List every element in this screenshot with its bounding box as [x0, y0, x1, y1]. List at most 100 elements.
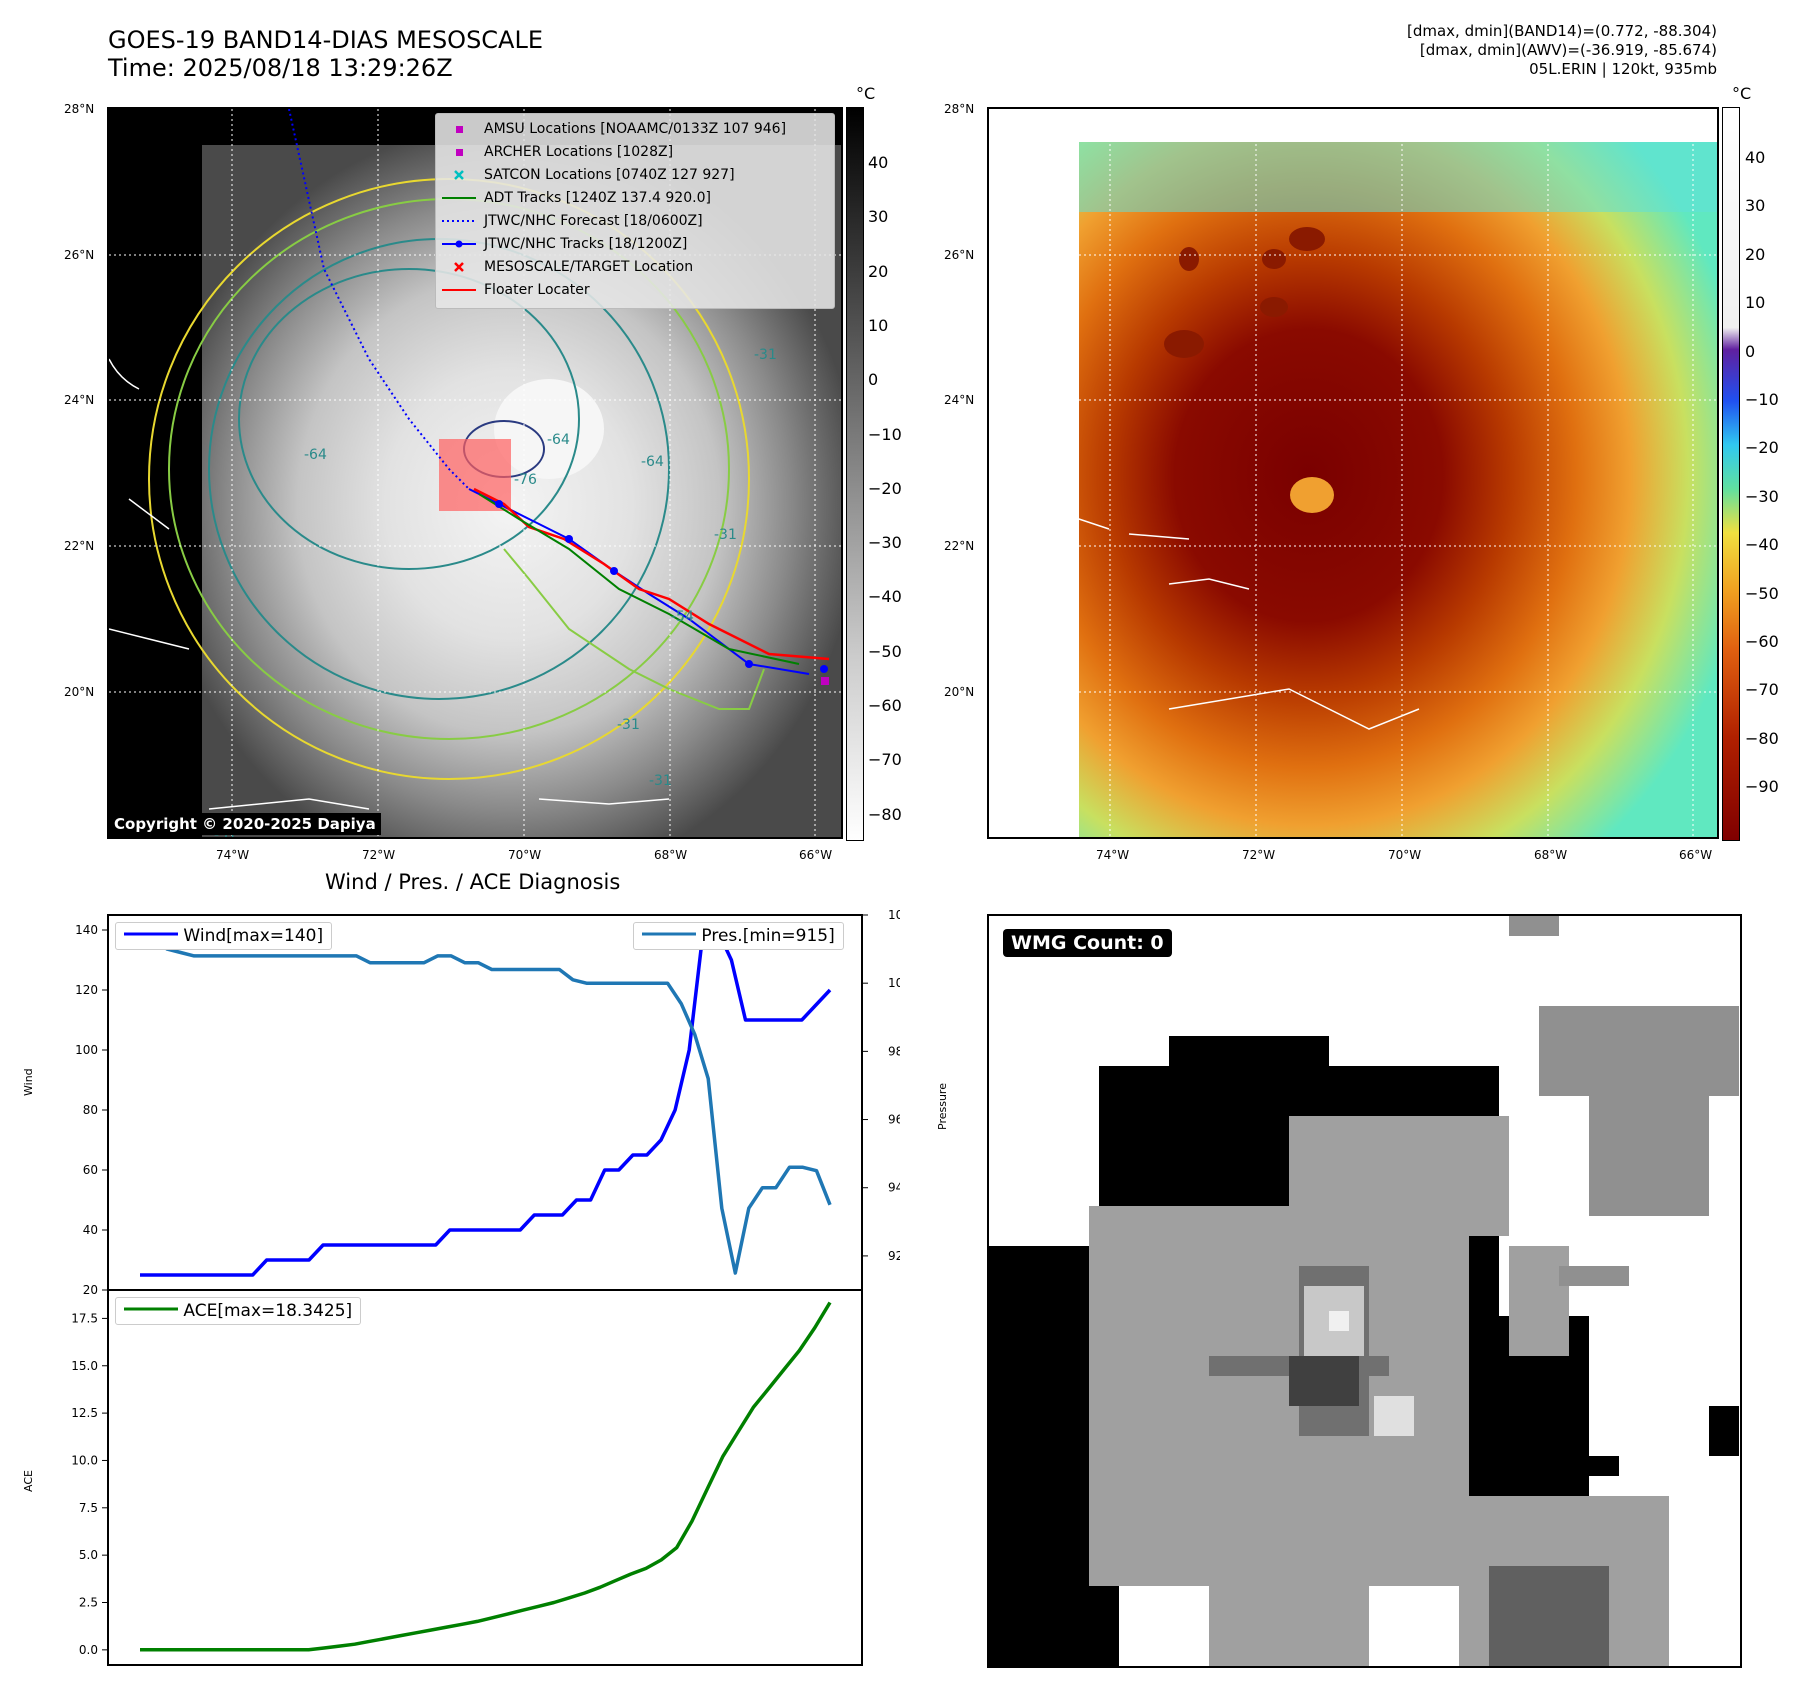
ace-tick-label: 2.5	[79, 1596, 98, 1610]
ace-tick-label: 17.5	[71, 1311, 98, 1325]
intensity-info: [dmax, dmin](BAND14)=(0.772, -88.304) [d…	[1407, 22, 1717, 79]
pressure-legend-label: Pres.[min=915]	[701, 926, 835, 946]
lon-tick-label: 68°W	[654, 848, 688, 862]
dotted-line-icon	[442, 212, 476, 230]
colorbar-tick-label: −30	[1745, 486, 1779, 506]
wind-tick-label: 140	[75, 923, 98, 937]
colorbar-tick-label: −80	[1745, 728, 1779, 748]
wind-tick-label: 40	[83, 1223, 98, 1237]
wind-tick-label: 100	[75, 1043, 98, 1057]
colorbar-tick-label: −90	[1745, 777, 1779, 797]
steelblue-line-icon	[642, 932, 696, 936]
ir-satellite-panel[interactable]: -64 -64 -76 -64 -31 -31 -31 -54 -31 -31 …	[107, 107, 843, 839]
colorbar-tick-label: −50	[1745, 583, 1779, 603]
colorbar-tick-label: 20	[1745, 244, 1766, 264]
ir-colorbar	[846, 107, 864, 841]
colorbar-tick-label: 10	[1745, 293, 1766, 313]
colorbar-tick-label: 30	[1745, 196, 1766, 216]
ace-legend-label: ACE[max=18.3425]	[183, 1301, 353, 1321]
line-dot-icon	[442, 235, 476, 253]
colorbar-tick-label: 0	[1745, 341, 1756, 361]
colorbar-tick-label: 40	[868, 153, 889, 172]
diagnosis-title: Wind / Pres. / ACE Diagnosis	[325, 870, 621, 894]
lat-tick-label: 24°N	[944, 393, 975, 407]
wv-image	[989, 109, 1717, 837]
wmg-panel[interactable]: WMG Count: 0	[987, 914, 1742, 1668]
lat-tick-label: 26°N	[944, 248, 975, 262]
line-icon	[442, 189, 476, 207]
copyright-label: Copyright © 2020-2025 Dapiya	[109, 813, 381, 835]
info-line-1: [dmax, dmin](BAND14)=(0.772, -88.304)	[1406, 22, 1717, 40]
contour-label-1: -64	[304, 447, 327, 463]
ace-ylabel: ACE	[22, 1470, 35, 1492]
pressure-tick-label: 920	[888, 1249, 900, 1263]
colorbar-tick-label: −10	[1745, 390, 1779, 409]
lon-tick-label: 66°W	[799, 848, 833, 862]
contour-label-4: -64	[641, 454, 664, 470]
lat-tick-label: 20°N	[944, 685, 975, 699]
lat-tick-label: 24°N	[64, 393, 95, 407]
wind-tick-label: 120	[75, 983, 98, 997]
lon-tick-label: 66°W	[1679, 848, 1713, 862]
ace-tick-label: 7.5	[79, 1501, 98, 1515]
lon-tick-label: 72°W	[1242, 848, 1276, 862]
ace-tick-label: 10.0	[71, 1453, 98, 1467]
colorbar-tick-label: −20	[868, 478, 902, 498]
wind-legend: Wind[max=140]	[115, 922, 333, 950]
contour-label-6: -31	[714, 527, 737, 543]
green-line-icon	[124, 1307, 178, 1311]
wv-satellite-panel[interactable]	[987, 107, 1719, 839]
x-marker-icon	[442, 166, 476, 184]
colorbar-tick-label: −30	[868, 533, 902, 553]
wmg-count-badge: WMG Count: 0	[1003, 929, 1172, 957]
contour-label-5: -31	[754, 347, 777, 363]
colorbar-tick-label: −20	[1745, 438, 1779, 458]
contour-label-7: -31	[617, 717, 640, 733]
blue-line-icon	[124, 932, 178, 936]
colorbar-tick-label: −50	[868, 641, 902, 661]
pressure-tick-label: 1020	[888, 908, 900, 922]
figure-title: GOES-19 BAND14-DIAS MESOSCALE Time: 2025…	[108, 26, 543, 82]
contour-label-9: -31	[649, 773, 672, 789]
square-marker-icon	[442, 120, 476, 138]
colorbar-tick-label: −60	[1745, 632, 1779, 651]
lat-tick-label: 20°N	[64, 685, 95, 699]
colorbar-tick-label: −80	[868, 804, 902, 824]
colorbar-tick-label: −40	[1745, 535, 1779, 555]
ace-tick-label: 15.0	[71, 1359, 98, 1373]
pressure-tick-label: 960	[888, 1113, 900, 1127]
ir-colorbar-unit: °C	[856, 84, 876, 103]
lon-tick-label: 72°W	[362, 848, 396, 862]
wv-colorbar	[1722, 107, 1740, 841]
pressure-legend: Pres.[min=915]	[633, 922, 844, 950]
ace-tick-label: 5.0	[79, 1548, 98, 1562]
lon-tick-label: 70°W	[1388, 848, 1422, 862]
colorbar-tick-label: 20	[868, 261, 889, 281]
lon-tick-label: 70°W	[508, 848, 542, 862]
ace-legend: ACE[max=18.3425]	[115, 1297, 362, 1325]
wind-tick-label: 20	[83, 1283, 98, 1297]
colorbar-tick-label: −40	[868, 587, 902, 607]
colorbar-tick-label: −10	[868, 424, 902, 444]
colorbar-tick-label: −70	[1745, 680, 1779, 700]
diagnosis-chart[interactable]: 140 120 100 80 60 40 20 1020 1000 980 960 940 920 17.…	[0, 880, 900, 1680]
title-line-1: GOES-19 BAND14-DIAS MESOSCALE	[108, 26, 544, 54]
ace-tick-label: 12.5	[71, 1406, 98, 1420]
wind-ylabel: Wind	[22, 1068, 35, 1096]
lon-tick-label: 74°W	[216, 848, 250, 862]
wmg-image	[989, 916, 1740, 1666]
lat-tick-label: 26°N	[64, 248, 95, 262]
pressure-tick-label: 940	[888, 1181, 900, 1195]
ace-axes-frame	[107, 1289, 863, 1666]
colorbar-tick-label: 0	[868, 370, 879, 390]
wv-colorbar-unit: °C	[1732, 84, 1752, 103]
track-legend: AMSU Locations [NOAAMC/0133Z 107 946] AR…	[435, 113, 835, 309]
ace-tick-label: 0.0	[79, 1643, 98, 1657]
pressure-series-line	[140, 930, 832, 1275]
pressure-ylabel: Pressure	[936, 1083, 949, 1130]
contour-label-2: -64	[547, 432, 570, 448]
info-line-3: 05L.ERIN | 120kt, 935mb	[1529, 60, 1717, 78]
contour-label-8: -54	[671, 609, 694, 625]
pressure-tick-label: 980	[888, 1044, 900, 1058]
colorbar-tick-label: −60	[868, 696, 902, 715]
